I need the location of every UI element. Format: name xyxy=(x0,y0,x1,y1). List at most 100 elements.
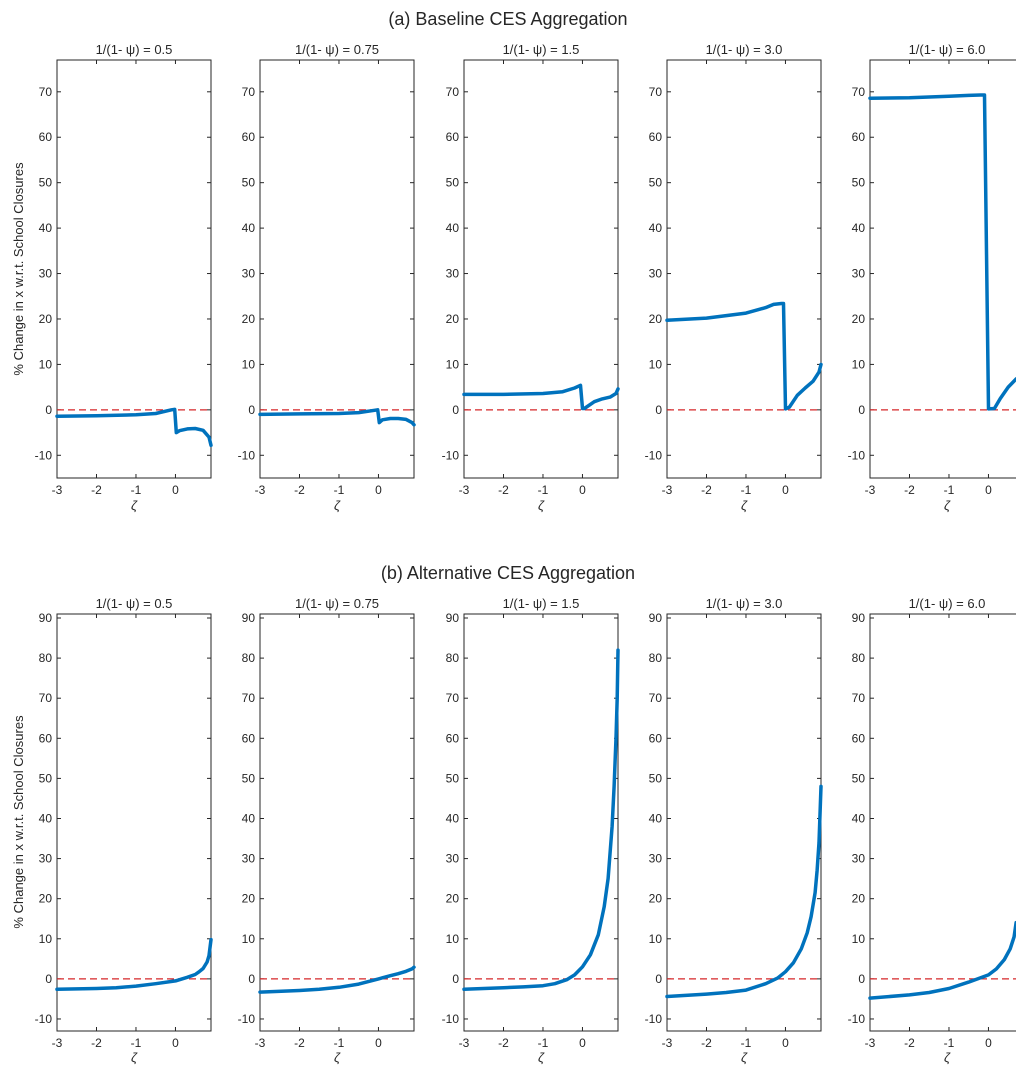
section-a-title: (a) Baseline CES Aggregation xyxy=(388,9,627,29)
y-tick-label: 20 xyxy=(242,892,256,906)
x-tick-label: -3 xyxy=(865,1036,876,1050)
y-tick-label: -10 xyxy=(35,1012,53,1026)
y-tick-label: 30 xyxy=(852,267,866,281)
y-tick-label: -10 xyxy=(35,448,53,462)
x-axis-label: ζ xyxy=(741,498,748,513)
y-tick-label: 80 xyxy=(852,651,866,665)
x-tick-label: -3 xyxy=(662,483,673,497)
y-tick-label: 10 xyxy=(446,932,460,946)
y-tick-label: 20 xyxy=(852,892,866,906)
x-axis-label: ζ xyxy=(741,1050,748,1065)
axes-box xyxy=(869,59,1016,479)
y-tick-label: 30 xyxy=(446,267,460,281)
x-tick-label: 0 xyxy=(579,1036,586,1050)
x-tick-label: -1 xyxy=(334,1036,345,1050)
y-tick-label: 90 xyxy=(242,611,256,625)
y-tick-label: 10 xyxy=(242,357,256,371)
x-tick-label: -1 xyxy=(538,1036,549,1050)
y-tick-label: 50 xyxy=(242,771,256,785)
y-tick-label: 10 xyxy=(39,932,53,946)
y-tick-label: 90 xyxy=(39,611,53,625)
panel-title: 1/(1- ψ) = 0.5 xyxy=(96,42,173,57)
y-tick-label: -10 xyxy=(848,448,866,462)
y-tick-label: 80 xyxy=(39,651,53,665)
series-line xyxy=(462,383,620,411)
y-tick-label: -10 xyxy=(645,448,663,462)
y-tick-label: 0 xyxy=(45,403,52,417)
panel-title: 1/(1- ψ) = 6.0 xyxy=(909,42,986,57)
x-axis-label: ζ xyxy=(131,498,138,513)
x-tick-label: -3 xyxy=(255,1036,266,1050)
panel-title: 1/(1- ψ) = 6.0 xyxy=(909,596,986,611)
axes-box xyxy=(56,59,212,479)
axes-box xyxy=(666,613,822,1032)
y-tick-label: 20 xyxy=(39,312,53,326)
x-tick-label: -1 xyxy=(334,483,345,497)
x-tick-label: -3 xyxy=(255,483,266,497)
y-tick-label: 80 xyxy=(446,651,460,665)
x-tick-label: -2 xyxy=(498,483,509,497)
y-tick-label: 0 xyxy=(858,972,865,986)
x-tick-label: 0 xyxy=(782,483,789,497)
x-tick-label: 0 xyxy=(579,483,586,497)
x-tick-label: -2 xyxy=(498,1036,509,1050)
y-tick-label: 30 xyxy=(39,852,53,866)
x-tick-label: -1 xyxy=(944,1036,955,1050)
y-tick-label: 50 xyxy=(39,771,53,785)
y-tick-label: 30 xyxy=(446,852,460,866)
y-tick-label: 60 xyxy=(649,130,663,144)
y-tick-label: 60 xyxy=(446,731,460,745)
x-axis-label: ζ xyxy=(334,1050,341,1065)
axes-box xyxy=(463,59,619,479)
y-tick-label: 70 xyxy=(39,691,53,705)
y-tick-label: 0 xyxy=(655,403,662,417)
x-tick-label: -1 xyxy=(741,1036,752,1050)
y-tick-label: 40 xyxy=(446,221,460,235)
x-tick-label: -2 xyxy=(701,1036,712,1050)
y-tick-label: 0 xyxy=(248,403,255,417)
series-line xyxy=(868,93,1016,411)
section-a-ylabel: % Change in x w.r.t. School Closures xyxy=(11,162,26,376)
section-b-ylabel: % Change in x w.r.t. School Closures xyxy=(11,715,26,929)
x-tick-label: 0 xyxy=(985,483,992,497)
y-tick-label: 0 xyxy=(858,403,865,417)
y-tick-label: 40 xyxy=(39,221,53,235)
y-tick-label: 20 xyxy=(649,312,663,326)
y-tick-label: 60 xyxy=(649,731,663,745)
x-tick-label: -2 xyxy=(904,483,915,497)
y-tick-label: 70 xyxy=(852,691,866,705)
y-tick-label: 50 xyxy=(242,176,256,190)
y-tick-label: 40 xyxy=(39,811,53,825)
y-tick-label: 50 xyxy=(852,771,866,785)
y-tick-label: 70 xyxy=(446,691,460,705)
x-axis-label: ζ xyxy=(538,498,545,513)
x-tick-label: -1 xyxy=(131,1036,142,1050)
y-tick-label: 30 xyxy=(649,267,663,281)
x-tick-label: -2 xyxy=(294,1036,305,1050)
y-tick-label: 60 xyxy=(852,130,866,144)
series-line xyxy=(258,965,416,994)
y-tick-label: -10 xyxy=(238,1012,256,1026)
panel-title: 1/(1- ψ) = 3.0 xyxy=(706,596,783,611)
x-tick-label: -2 xyxy=(294,483,305,497)
x-tick-label: -2 xyxy=(91,1036,102,1050)
y-tick-label: 70 xyxy=(242,691,256,705)
y-tick-label: 90 xyxy=(649,611,663,625)
y-tick-label: 80 xyxy=(242,651,256,665)
y-tick-label: 40 xyxy=(242,811,256,825)
x-tick-label: -1 xyxy=(944,483,955,497)
y-tick-label: -10 xyxy=(442,448,460,462)
y-tick-label: 60 xyxy=(446,130,460,144)
x-axis-label: ζ xyxy=(334,498,341,513)
y-tick-label: 30 xyxy=(39,267,53,281)
y-tick-label: 0 xyxy=(452,403,459,417)
y-tick-label: 30 xyxy=(852,852,866,866)
y-tick-label: 10 xyxy=(39,357,53,371)
y-tick-label: 40 xyxy=(446,811,460,825)
